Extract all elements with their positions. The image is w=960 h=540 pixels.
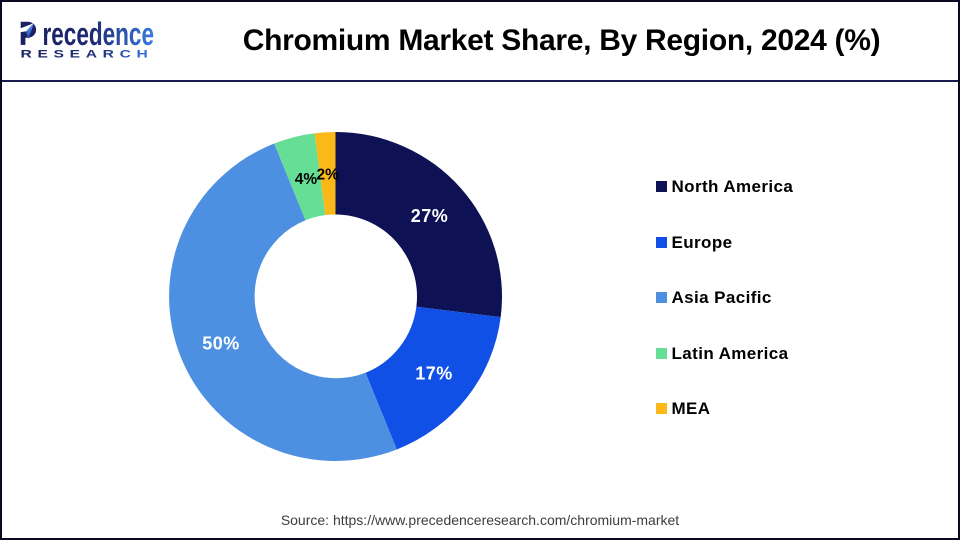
- svg-text:RESEARCH: RESEARCH: [21, 49, 154, 61]
- svg-text:2%: 2%: [316, 167, 339, 184]
- svg-text:recedence: recedence: [43, 16, 155, 52]
- svg-text:50%: 50%: [202, 334, 240, 354]
- svg-text:27%: 27%: [411, 206, 449, 226]
- svg-text:4%: 4%: [295, 171, 318, 188]
- svg-text:17%: 17%: [415, 364, 453, 384]
